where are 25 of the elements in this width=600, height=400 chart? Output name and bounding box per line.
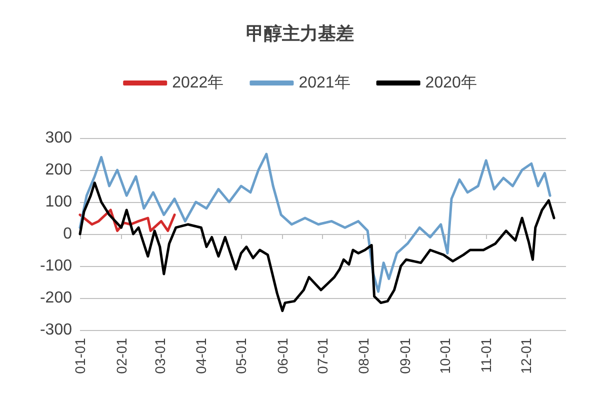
legend-label: 2022年 — [172, 74, 224, 92]
y-tick-label: 100 — [45, 194, 72, 210]
y-tick-label: 300 — [45, 130, 72, 146]
x-tick-label: 02-01 — [113, 338, 130, 374]
x-tick-label: 12-01 — [518, 338, 534, 374]
x-tick-label: 04-01 — [193, 338, 210, 374]
x-tick-label: 01-01 — [72, 338, 88, 374]
x-tick-label: 07-01 — [314, 338, 330, 374]
y-tick-label: -200 — [40, 290, 72, 306]
line-series — [78, 182, 556, 312]
x-tick-label: 06-01 — [274, 338, 290, 374]
y-tick-label: -300 — [40, 322, 72, 338]
y-tick-label: 0 — [63, 226, 72, 242]
legend-label: 2020年 — [425, 74, 477, 92]
legend-label: 2021年 — [298, 74, 350, 92]
y-tick-label: -100 — [40, 258, 72, 274]
x-tick-label: 05-01 — [233, 338, 250, 374]
x-tick-label: 11-01 — [478, 338, 494, 373]
x-tick-label: 09-01 — [396, 338, 413, 374]
x-tick-label: 10-01 — [436, 338, 453, 374]
x-tick-label: 08-01 — [356, 338, 372, 374]
x-tick-label: 03-01 — [152, 338, 168, 374]
chart-title: 甲醇主力基差 — [246, 24, 354, 44]
line-series — [78, 152, 552, 293]
y-tick-label: 200 — [45, 162, 72, 178]
